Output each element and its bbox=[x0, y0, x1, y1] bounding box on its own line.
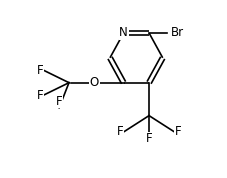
Text: Br: Br bbox=[170, 26, 183, 40]
Text: F: F bbox=[145, 132, 152, 145]
Text: N: N bbox=[119, 26, 127, 40]
Text: F: F bbox=[56, 95, 62, 108]
Text: F: F bbox=[37, 89, 43, 102]
Text: F: F bbox=[116, 125, 123, 138]
Text: F: F bbox=[37, 64, 43, 77]
Text: O: O bbox=[89, 76, 99, 89]
Text: F: F bbox=[174, 125, 180, 138]
